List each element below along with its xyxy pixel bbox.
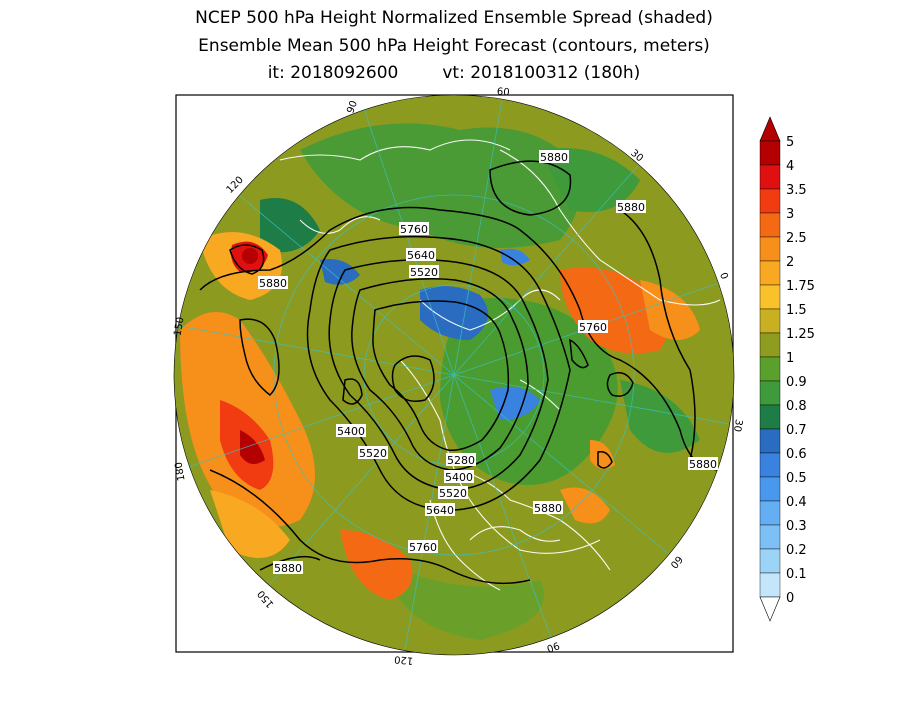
contour-label: 5640 [406,248,436,262]
spread-field [174,95,734,655]
colorbar-label: 1.25 [786,327,815,342]
colorbar-label: 0.7 [786,423,807,438]
svg-text:5400: 5400 [337,425,365,438]
colorbar-swatch [759,548,781,574]
colorbar-swatch [759,572,781,598]
colorbar-swatch [759,188,781,214]
colorbar-swatch [759,380,781,406]
svg-text:5640: 5640 [407,249,435,262]
svg-text:5880: 5880 [534,502,562,515]
svg-text:5520: 5520 [439,487,467,500]
contour-label: 5760 [578,320,608,334]
colorbar-swatch [759,452,781,478]
svg-text:5880: 5880 [540,151,568,164]
colorbar-label: 1.75 [786,279,815,294]
svg-text:5880: 5880 [689,458,717,471]
contour-label: 5880 [688,457,718,471]
grid-label: 30 [731,418,744,432]
svg-text:5280: 5280 [447,454,475,467]
svg-text:5760: 5760 [579,321,607,334]
colorbar-swatch [759,164,781,190]
colorbar-label: 1.5 [786,303,807,318]
colorbar: 5 4 3.5 3 2.5 2 1.75 1.5 1.25 1 0.9 0.8 0.7 0.6 0.5 0.4… [759,116,815,622]
init-time: it: 2018092600 [267,63,399,83]
colorbar-swatch [759,260,781,286]
grid-label: 0 [717,271,730,281]
svg-text:5880: 5880 [274,562,302,575]
contour-label: 5880 [258,276,288,290]
colorbar-label: 2 [786,255,794,270]
colorbar-label: 3 [786,207,794,222]
svg-text:5640: 5640 [426,504,454,517]
contour-label: 5280 [446,453,476,467]
grid-label: 90 [545,639,561,654]
colorbar-swatch [759,308,781,334]
colorbar-swatch [759,356,781,382]
svg-text:5880: 5880 [617,201,645,214]
contour-label-group: 5880 5880 5760 5640 5520 5880 5760 5400 5520 5280… [258,150,718,575]
grid-label: 120 [394,653,414,666]
colorbar-swatch [759,284,781,310]
contour-label: 5520 [358,446,388,460]
colorbar-swatch [759,500,781,526]
contour-label: 5760 [399,222,429,236]
contour-label: 5880 [533,501,563,515]
colorbar-label: 4 [786,159,794,174]
svg-text:5880: 5880 [259,277,287,290]
contour-label: 5760 [408,540,438,554]
map-boundary [173,94,735,656]
title-line-3: it: 2018092600 vt: 2018100312 (180h) [0,63,908,83]
contour-label: 5400 [444,470,474,484]
colorbar-swatch [759,428,781,454]
colorbar-swatch [759,404,781,430]
colorbar-swatch [759,212,781,238]
grid-label: 150 [256,588,277,610]
colorbar-label: 0.9 [786,375,807,390]
colorbar-swatch [759,476,781,502]
colorbar-label: 0.1 [786,567,807,582]
svg-text:5520: 5520 [359,447,387,460]
grid-label: 180 [173,461,187,482]
contour-label: 5880 [539,150,569,164]
grid-label: 90 [345,99,360,115]
contour-label: 5880 [273,561,303,575]
colorbar-bottom-arrow [759,596,781,622]
colorbar-label: 0.2 [786,543,807,558]
colorbar-label: 5 [786,135,794,150]
colorbar-label: 0.8 [786,399,807,414]
grid-label: 60 [496,86,510,98]
grid-label: 60 [668,553,685,570]
colorbar-swatch [759,332,781,358]
title-line-1: NCEP 500 hPa Height Normalized Ensemble … [195,8,713,28]
colorbar-label: 0.3 [786,519,807,534]
contour-label: 5400 [336,424,366,438]
contour-label: 5520 [438,486,468,500]
colorbar-label: 3.5 [786,183,807,198]
colorbar-label: 0.6 [786,447,807,462]
contour-label: 5520 [409,265,439,279]
valid-time: vt: 2018100312 (180h) [442,63,641,83]
title-line-2: Ensemble Mean 500 hPa Height Forecast (c… [198,36,710,56]
svg-text:5520: 5520 [410,266,438,279]
colorbar-label: 0.4 [786,495,807,510]
colorbar-swatch [759,140,781,166]
contour-label: 5880 [616,200,646,214]
colorbar-label: 0 [786,591,794,606]
grid-label: 150 [172,316,186,337]
colorbar-swatch [759,236,781,262]
colorbar-label: 1 [786,351,794,366]
svg-text:5760: 5760 [409,541,437,554]
colorbar-swatch [759,524,781,550]
contour-label: 5640 [425,503,455,517]
colorbar-label: 0.5 [786,471,807,486]
colorbar-label: 2.5 [786,231,807,246]
colorbar-top-arrow [759,116,781,142]
svg-text:5400: 5400 [445,471,473,484]
svg-text:5760: 5760 [400,223,428,236]
